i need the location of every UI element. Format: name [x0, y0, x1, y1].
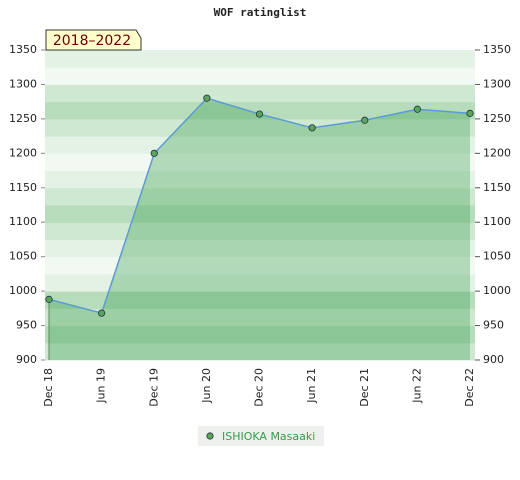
y2-tick-label: 1050 [483, 250, 511, 263]
band [45, 273, 475, 292]
x-tick-label: Dec 19 [147, 368, 160, 407]
annotation-box [45, 29, 142, 51]
y2-tick-label: 950 [483, 319, 504, 332]
annotation: 2018–2022 [53, 33, 131, 49]
y-tick-label: 1350 [9, 43, 37, 56]
band [45, 256, 475, 275]
y2-tick-label: 900 [483, 353, 504, 366]
band [45, 205, 475, 223]
legend-label: ISHIOKA Masaaki [222, 430, 315, 443]
y2-tick-label: 1000 [483, 284, 511, 297]
band [45, 84, 475, 103]
point [413, 105, 421, 113]
y-tick-label: 950 [16, 319, 37, 332]
legend-box [198, 426, 324, 446]
legend-marker [206, 432, 214, 440]
area [49, 98, 470, 360]
y-tick-label: 1250 [9, 112, 37, 125]
y2-tick-label: 1300 [483, 77, 511, 90]
x-tick-label: Jun 20 [200, 368, 213, 404]
y-tick-label: 1300 [9, 77, 37, 90]
y-tick-label: 1200 [9, 146, 37, 159]
point [361, 116, 369, 124]
band [45, 308, 475, 327]
y2-tick-label: 1250 [483, 112, 511, 125]
y-tick-label: 1000 [9, 284, 37, 297]
point [308, 124, 316, 132]
y2-tick-label: 1150 [483, 181, 511, 194]
band [45, 187, 475, 206]
band [45, 222, 475, 240]
x-tick-label: Jun 19 [95, 368, 108, 404]
point [255, 110, 264, 118]
point [466, 109, 474, 117]
x-tick-label: Dec 18 [42, 368, 55, 407]
y-tick-label: 900 [16, 353, 37, 366]
x-tick-label: Jun 21 [305, 368, 318, 404]
y2-tick-label: 1350 [483, 43, 511, 56]
band [45, 239, 475, 258]
chart-title: WOF ratinglist [214, 6, 307, 19]
band [45, 342, 475, 361]
x-tick-label: Dec 22 [463, 368, 476, 407]
band [45, 118, 475, 137]
y2-tick-label: 1100 [483, 215, 511, 228]
point [203, 94, 211, 102]
band [45, 170, 475, 189]
point [150, 149, 158, 157]
x-tick-label: Dec 20 [253, 368, 266, 407]
band [45, 325, 475, 344]
band [45, 291, 475, 309]
y2-tick-label: 1200 [483, 146, 511, 159]
band [45, 50, 475, 68]
point [98, 309, 106, 317]
y-tick-label: 1050 [9, 250, 37, 263]
x-tick-label: Dec 21 [358, 368, 371, 407]
y-tick-label: 1150 [9, 181, 37, 194]
y-tick-label: 1100 [9, 215, 37, 228]
point [45, 295, 53, 303]
band [45, 136, 475, 154]
x-tick-label: Jun 22 [410, 368, 423, 404]
band [45, 67, 475, 85]
